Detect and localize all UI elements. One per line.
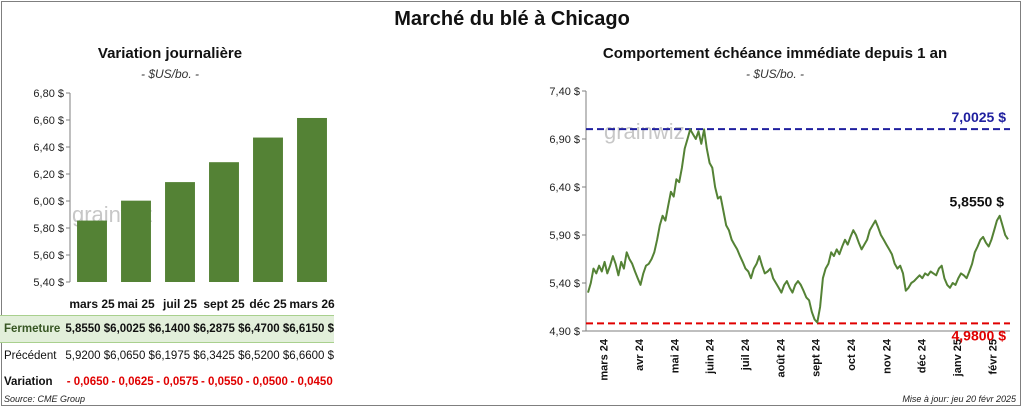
reference-label: 7,0025 $ xyxy=(952,109,1007,125)
x-tick-label: déc 24 xyxy=(917,338,929,373)
x-tick-label: mars 25 xyxy=(69,297,115,311)
table-cell: 6,5200 $ xyxy=(244,350,290,362)
table-cell: 6,2875 $ xyxy=(199,315,245,343)
table-cell: 6,6150 $ xyxy=(289,315,334,343)
table-row-close: Fermeture 5,8550 $ 6,0025 $ 6,1400 $ 6,2… xyxy=(0,315,334,343)
right-chart-title: Comportement échéance immédiate depuis 1… xyxy=(602,45,948,62)
x-tick-label: févr 25 xyxy=(987,339,999,374)
x-tick-label: nov 24 xyxy=(881,338,893,374)
x-tick-label: mai 25 xyxy=(117,297,155,311)
table-cell: - 0,0575 xyxy=(156,376,199,388)
table-row-previous: Précédent 5,9200 $ 6,0650 $ 6,1975 $ 6,3… xyxy=(0,343,334,370)
y-tick-label: 6,60 $ xyxy=(33,115,64,127)
bar xyxy=(121,200,151,282)
x-tick-label: juil 24 xyxy=(740,338,752,371)
watermark-right: grainwiz xyxy=(604,119,685,144)
x-tick-label: déc 25 xyxy=(249,297,287,311)
x-tick-label: janv 25 xyxy=(952,339,964,377)
table-cell: 6,0025 $ xyxy=(110,315,155,343)
table-cell: 6,3425 $ xyxy=(199,350,245,362)
y-tick-label: 6,80 $ xyxy=(33,88,64,100)
y-tick-label: 5,40 $ xyxy=(33,277,64,289)
y-tick-label: 5,90 $ xyxy=(549,230,580,242)
table-cell: 6,4700 $ xyxy=(244,315,290,343)
table-cell: - 0,0550 xyxy=(200,376,244,388)
table-cell: - 0,0650 xyxy=(66,376,109,388)
x-tick-label: mars 26 xyxy=(289,297,335,311)
table-cell: - 0,0500 xyxy=(245,376,288,388)
bar xyxy=(209,162,239,282)
bar xyxy=(297,117,327,282)
quotes-table: Fermeture 5,8550 $ 6,0025 $ 6,1400 $ 6,2… xyxy=(0,315,334,395)
right-chart-unit: - $US/bo. - xyxy=(745,67,805,81)
x-tick-label: avr 24 xyxy=(634,338,646,371)
x-tick-label: juin 24 xyxy=(705,338,717,375)
page-title: Marché du blé à Chicago xyxy=(394,8,630,30)
price-line xyxy=(587,128,1009,324)
x-tick-label: juil 25 xyxy=(162,297,197,311)
left-chart-unit: - $US/bo. - xyxy=(140,67,200,81)
table-cell: - 0,0625 xyxy=(111,376,154,388)
y-tick-label: 6,90 $ xyxy=(549,134,580,146)
bar xyxy=(253,137,283,282)
table-cell: 5,9200 $ xyxy=(65,350,111,362)
source-note: Source: CME Group xyxy=(4,394,86,404)
x-tick-label: sept 25 xyxy=(203,297,245,311)
table-cell: 5,8550 $ xyxy=(65,315,111,343)
y-tick-label: 6,40 $ xyxy=(549,182,580,194)
table-row-variation: Variation - 0,0650 - 0,0625 - 0,0575 - 0… xyxy=(0,369,334,395)
bar xyxy=(77,220,107,282)
left-chart-title: Variation journalière xyxy=(97,45,243,62)
table-cell: - 0,0450 xyxy=(290,376,333,388)
x-tick-label: sept 24 xyxy=(811,338,823,377)
row-label: Précédent xyxy=(4,350,57,362)
y-tick-label: 5,60 $ xyxy=(33,250,64,262)
y-tick-label: 5,40 $ xyxy=(549,278,580,290)
y-tick-label: 7,40 $ xyxy=(549,86,580,98)
last-price-label: 5,8550 $ xyxy=(950,193,1005,209)
table-cell: 6,0650 $ xyxy=(110,350,155,362)
row-label: Variation xyxy=(4,376,53,388)
y-tick-label: 6,00 $ xyxy=(33,196,64,208)
x-tick-label: oct 24 xyxy=(846,338,858,371)
update-note: Mise à jour: jeu 20 févr 2025 xyxy=(902,394,1016,404)
bar xyxy=(165,182,195,282)
reference-label: 4,9800 $ xyxy=(952,327,1007,343)
bar-chart: grainwiz 6,80 $6,60 $6,40 $6,20 $6,00 $5… xyxy=(33,88,335,311)
y-tick-label: 6,40 $ xyxy=(33,142,64,154)
line-chart: grainwiz 7,40 $ 6,90 $ 6,40 $ 5,90 $ 5,40 $ 4… xyxy=(549,86,1010,381)
table-cell: 6,6600 $ xyxy=(289,350,334,362)
y-tick-label: 5,80 $ xyxy=(33,223,64,235)
x-tick-label: mai 24 xyxy=(669,338,681,373)
x-tick-label: août 24 xyxy=(775,338,787,377)
table-cell: 6,1400 $ xyxy=(154,315,200,343)
table-cell: 6,1975 $ xyxy=(154,350,200,362)
row-label: Fermeture xyxy=(0,315,66,343)
x-tick-label: mars 24 xyxy=(599,338,611,380)
y-tick-label: 4,90 $ xyxy=(549,326,580,338)
y-tick-label: 6,20 $ xyxy=(33,169,64,181)
